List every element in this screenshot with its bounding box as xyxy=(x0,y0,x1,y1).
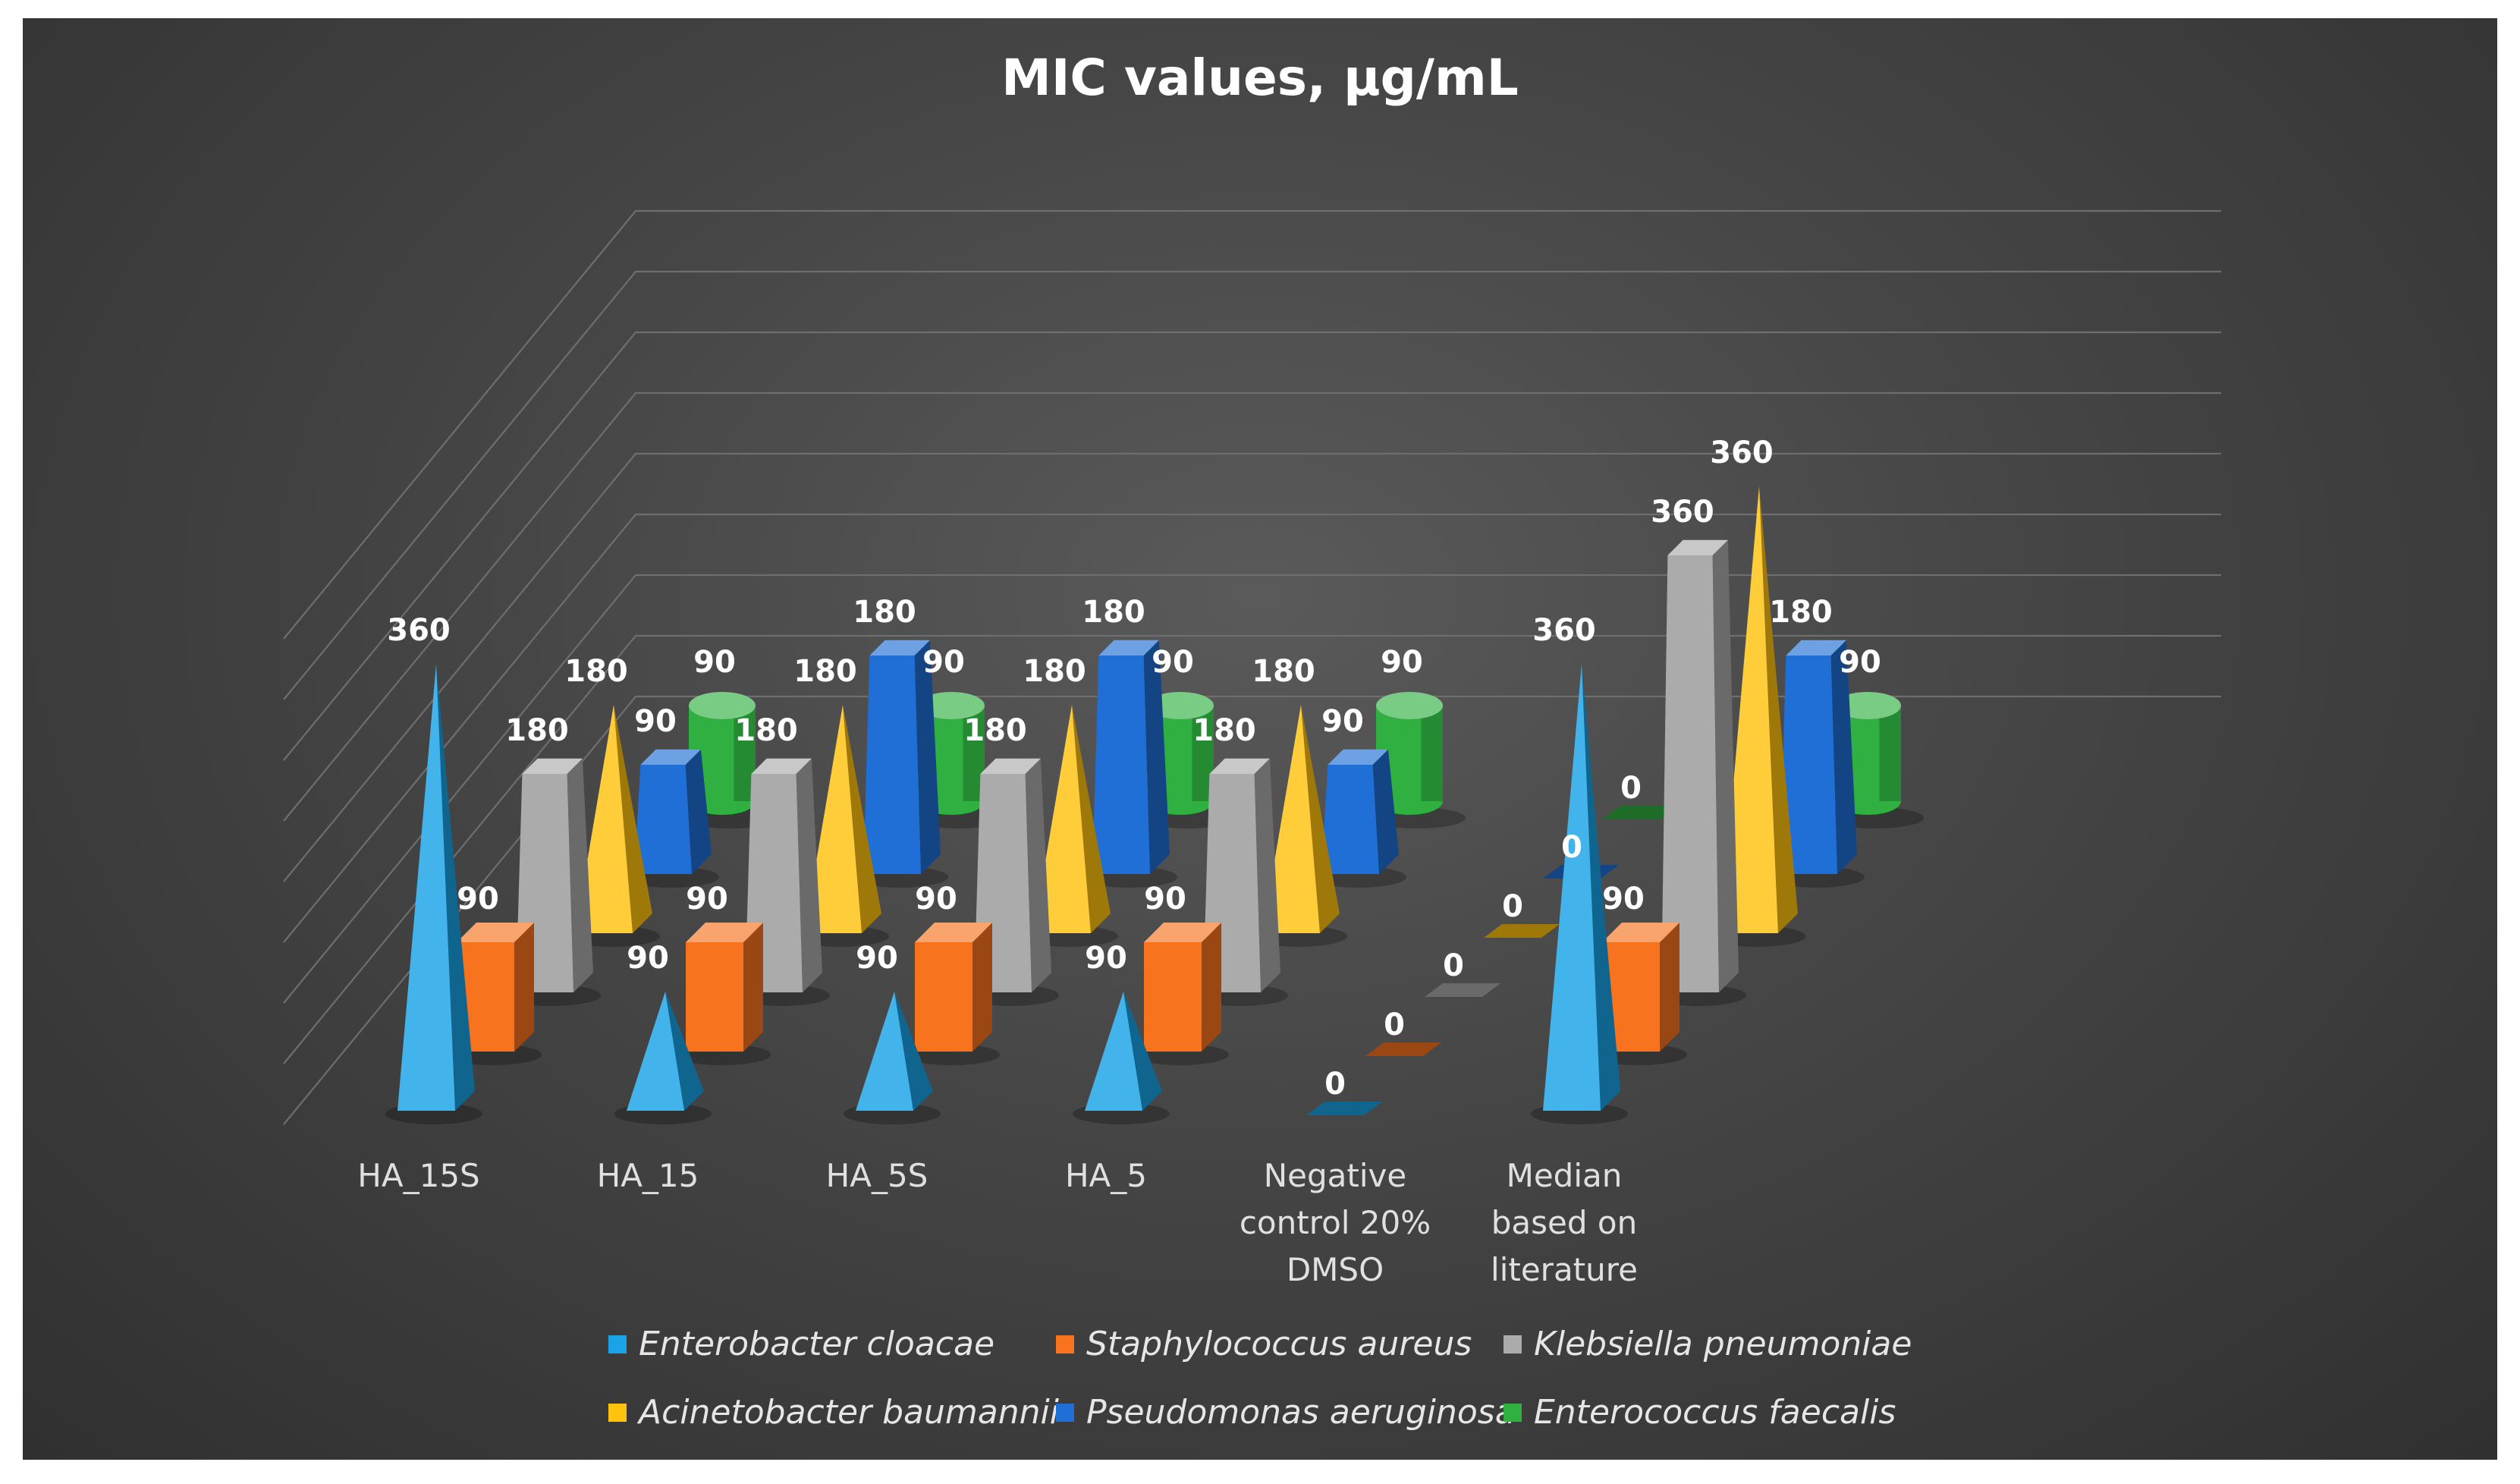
category-label: control 20% xyxy=(1240,1204,1431,1241)
bar-enterobacter-cloacae-2 xyxy=(844,992,941,1124)
data-label: 90 xyxy=(1602,882,1645,916)
data-label: 0 xyxy=(1620,771,1642,806)
data-label: 360 xyxy=(1651,495,1714,530)
legend-item: Pseudomonas aeruginosa xyxy=(1056,1393,1516,1432)
data-label: 180 xyxy=(505,713,569,748)
bar-pseudomonas-aeruginosa-0 xyxy=(622,749,719,888)
data-label: 90 xyxy=(634,704,677,739)
category-label: Negative xyxy=(1264,1157,1407,1194)
data-label: 90 xyxy=(693,645,736,680)
bar-pseudomonas-aeruginosa-1 xyxy=(851,640,948,888)
legend-swatch xyxy=(1056,1335,1074,1354)
bar-enterobacter-cloacae-0 xyxy=(385,664,482,1124)
data-label: 90 xyxy=(627,941,669,976)
category-label: HA_15 xyxy=(597,1157,699,1194)
bar-staphylococcus-aureus-3 xyxy=(1132,923,1229,1065)
data-label: 180 xyxy=(1192,713,1256,748)
data-label: 180 xyxy=(853,595,916,630)
bar-enterobacter-cloacae-5 xyxy=(1531,664,1628,1124)
gridline xyxy=(283,270,2221,700)
bar-enterobacter-cloacae-1 xyxy=(614,992,712,1124)
legend-item: Enterococcus faecalis xyxy=(1504,1393,1896,1432)
category-label: based on xyxy=(1491,1204,1637,1241)
data-label: 360 xyxy=(1532,613,1596,648)
bar-staphylococcus-aureus-2 xyxy=(903,923,1000,1065)
bar-pseudomonas-aeruginosa-3 xyxy=(1309,749,1406,888)
gridline xyxy=(283,452,2221,882)
legend-label: Acinetobacter baumannii xyxy=(636,1393,1060,1432)
data-label: 90 xyxy=(1321,704,1364,739)
data-label: 180 xyxy=(1769,595,1833,630)
data-label: 180 xyxy=(963,713,1027,748)
bar-enterococcus-faecalis-4 xyxy=(1602,806,1678,819)
category-label: Median xyxy=(1507,1157,1623,1194)
bar-staphylococcus-aureus-0 xyxy=(445,923,542,1065)
data-label: 0 xyxy=(1561,830,1582,865)
data-label: 0 xyxy=(1502,889,1523,924)
data-label: 0 xyxy=(1384,1008,1405,1042)
bar-staphylococcus-aureus-1 xyxy=(674,923,771,1065)
legend-swatch xyxy=(608,1335,627,1354)
data-label: 180 xyxy=(564,654,628,689)
bar-klebsiella-pneumoniae-4 xyxy=(1425,983,1500,997)
data-label: 180 xyxy=(1082,595,1145,630)
bar-pseudomonas-aeruginosa-2 xyxy=(1080,640,1177,888)
data-label: 180 xyxy=(793,654,857,689)
category-label: DMSO xyxy=(1287,1251,1384,1288)
bar-enterobacter-cloacae-3 xyxy=(1073,992,1170,1124)
data-label: 90 xyxy=(856,941,898,976)
legend-swatch xyxy=(608,1404,627,1422)
data-label: 360 xyxy=(387,613,451,648)
bar-acinetobacter-baumannii-4 xyxy=(1484,924,1560,938)
legend-label: Enterococcus faecalis xyxy=(1534,1393,1896,1432)
legend-item: Staphylococcus aureus xyxy=(1056,1325,1472,1363)
data-label: 90 xyxy=(1085,941,1127,976)
data-label: 180 xyxy=(734,713,798,748)
data-label: 90 xyxy=(686,882,728,916)
gridline xyxy=(283,391,2221,822)
legend-item: Enterobacter cloacae xyxy=(608,1325,994,1363)
data-label: 0 xyxy=(1324,1067,1346,1102)
data-label: 90 xyxy=(1381,645,1423,680)
chart-panel: 90 90 90 90 0 90 90 180 180 90 0 180 180 180 180 180 0 36… xyxy=(23,18,2497,1460)
data-label: 90 xyxy=(1144,882,1186,916)
data-label: 180 xyxy=(1252,654,1315,689)
chart-title: MIC values, µg/mL xyxy=(1001,49,1519,107)
data-label: 90 xyxy=(922,645,965,680)
data-label: 90 xyxy=(1839,645,1881,680)
legend-label: Staphylococcus aureus xyxy=(1086,1325,1472,1363)
legend-item: Acinetobacter baumannii xyxy=(608,1393,1060,1432)
gridline xyxy=(283,513,2221,943)
legend-swatch xyxy=(1504,1404,1522,1422)
gridline xyxy=(283,331,2221,761)
legend-swatch xyxy=(1056,1404,1074,1422)
category-label: literature xyxy=(1491,1251,1638,1288)
category-label: HA_15S xyxy=(357,1157,479,1194)
data-label: 90 xyxy=(915,882,957,916)
gridline xyxy=(283,209,2221,640)
bar-enterobacter-cloacae-4 xyxy=(1306,1102,1382,1115)
data-label: 360 xyxy=(1710,435,1774,470)
data-label: 180 xyxy=(1023,654,1086,689)
bar-klebsiella-pneumoniae-5 xyxy=(1649,539,1746,1006)
bar-staphylococcus-aureus-4 xyxy=(1365,1042,1441,1056)
data-label: 90 xyxy=(1152,645,1194,680)
category-label: HA_5 xyxy=(1065,1157,1147,1194)
data-label: 0 xyxy=(1443,948,1464,983)
category-label: HA_5S xyxy=(826,1157,929,1194)
legend-item: Klebsiella pneumoniae xyxy=(1504,1325,1912,1363)
legend-swatch xyxy=(1504,1335,1522,1354)
legend-label: Klebsiella pneumoniae xyxy=(1534,1325,1912,1363)
data-label: 90 xyxy=(457,882,499,916)
legend-label: Enterobacter cloacae xyxy=(639,1325,994,1363)
legend-label: Pseudomonas aeruginosa xyxy=(1086,1393,1516,1432)
